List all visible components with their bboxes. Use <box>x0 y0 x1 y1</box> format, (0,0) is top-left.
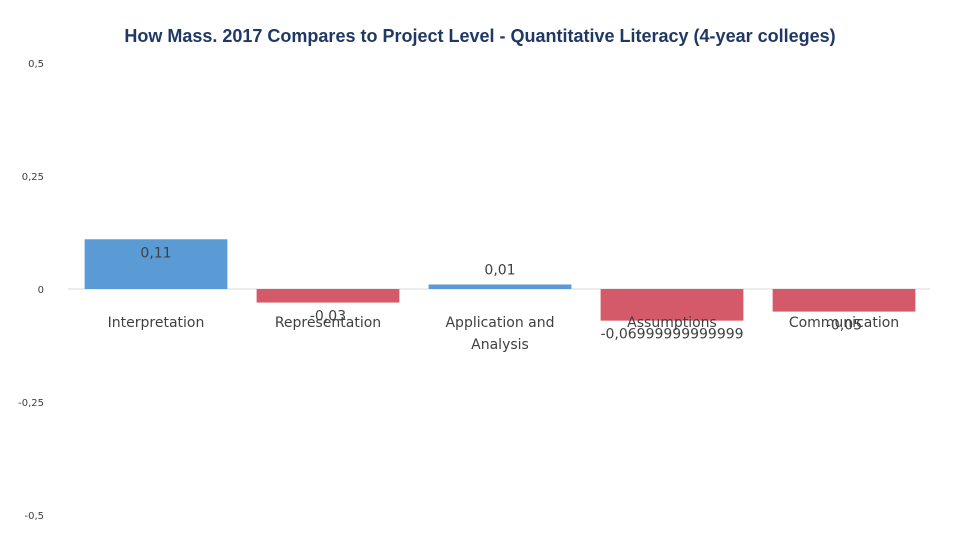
bar <box>428 284 572 289</box>
y-tick-label: -0,5 <box>24 511 44 522</box>
category-label: Assumptions <box>627 315 717 331</box>
category-label: Representation <box>275 315 381 331</box>
bar-series <box>84 239 916 321</box>
bar <box>256 289 400 303</box>
data-labels: 0,11 -0,03 0,01 -0,06999999999999 -0,05 <box>140 245 862 342</box>
bar <box>600 289 744 321</box>
y-axis-ticks: 0,5 0,25 0 -0,25 -0,5 <box>18 59 44 522</box>
data-label: 0,11 <box>140 245 171 261</box>
category-label: Interpretation <box>108 315 205 331</box>
bar <box>772 289 916 312</box>
category-labels: Interpretation Representation Application … <box>108 315 900 353</box>
bar <box>84 239 228 289</box>
y-tick-label: 0,25 <box>22 172 44 183</box>
y-tick-label: -0,25 <box>18 398 44 409</box>
data-label: -0,05 <box>826 318 862 334</box>
data-label: 0,01 <box>484 262 515 278</box>
category-label: Analysis <box>471 337 529 353</box>
category-label: Communication <box>789 315 899 331</box>
y-tick-label: 0 <box>38 285 44 296</box>
category-label: Application and <box>445 315 554 331</box>
chart-title: How Mass. 2017 Compares to Project Level… <box>124 26 836 46</box>
y-tick-label: 0,5 <box>28 59 44 70</box>
data-label: -0,06999999999999 <box>600 327 743 343</box>
data-label: -0,03 <box>310 309 346 325</box>
